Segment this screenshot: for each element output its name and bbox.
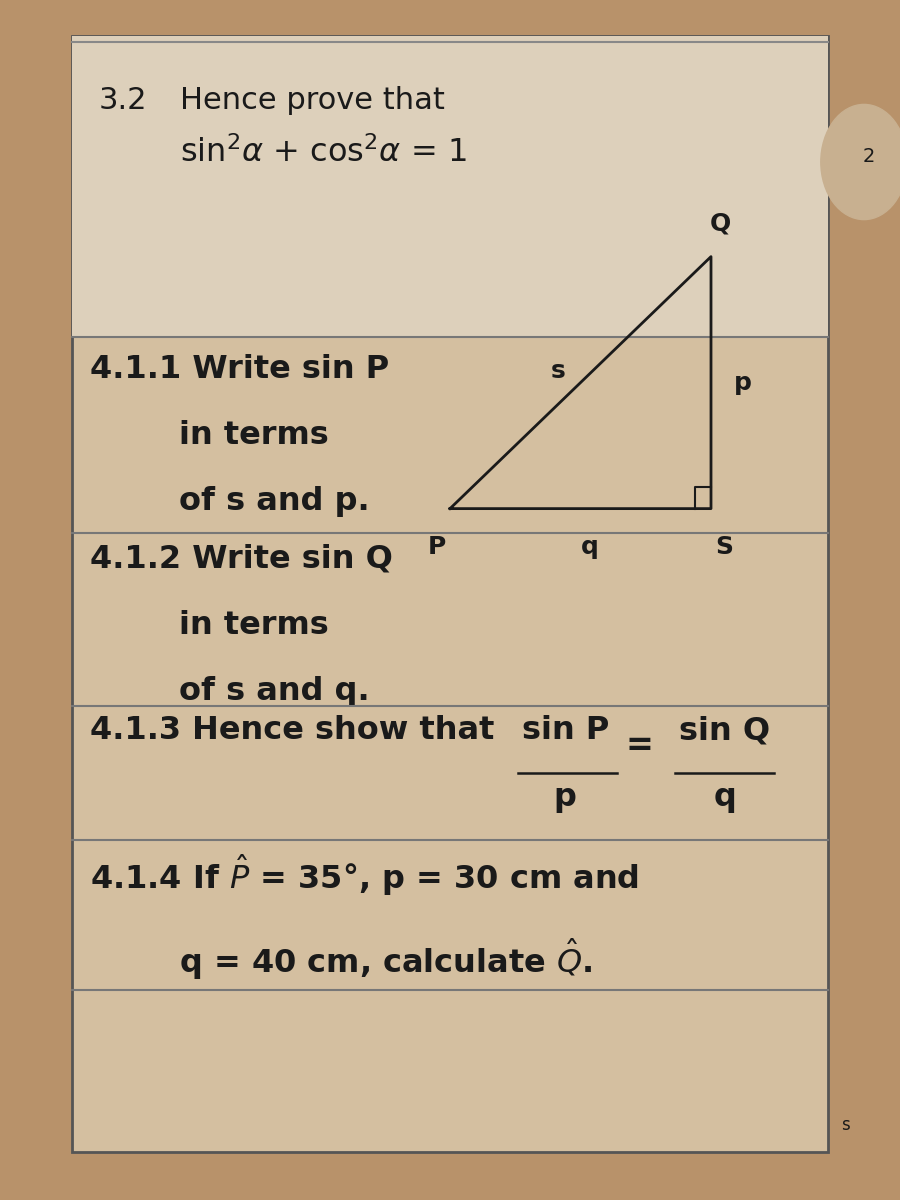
- Text: s: s: [842, 1116, 850, 1134]
- Text: q: q: [714, 782, 736, 814]
- Text: =: =: [626, 728, 653, 762]
- Text: 4.1.4 If $\hat{P}$ = 35°, p = 30 cm and: 4.1.4 If $\hat{P}$ = 35°, p = 30 cm and: [90, 852, 639, 898]
- Text: p: p: [734, 371, 752, 395]
- Text: 4.1.3 Hence show that: 4.1.3 Hence show that: [90, 715, 494, 746]
- Circle shape: [821, 104, 900, 220]
- Text: in terms: in terms: [90, 420, 328, 451]
- Text: S: S: [716, 535, 733, 559]
- Text: sin$^2$$\alpha$ + cos$^2$$\alpha$ = 1: sin$^2$$\alpha$ + cos$^2$$\alpha$ = 1: [180, 137, 466, 169]
- Text: p: p: [554, 782, 576, 814]
- Text: 4.1.1 Write sin P: 4.1.1 Write sin P: [90, 354, 389, 385]
- Bar: [72, 36, 828, 1152]
- Bar: [72, 36, 828, 337]
- Text: 4.1.2 Write sin Q: 4.1.2 Write sin Q: [90, 544, 393, 575]
- Text: of s and q.: of s and q.: [90, 676, 370, 707]
- Text: sin P: sin P: [522, 715, 609, 746]
- Text: 2: 2: [862, 146, 875, 166]
- Text: Hence prove that: Hence prove that: [180, 86, 445, 115]
- Text: q = 40 cm, calculate $\hat{Q}$.: q = 40 cm, calculate $\hat{Q}$.: [90, 936, 592, 982]
- Text: of s and p.: of s and p.: [90, 486, 370, 517]
- Text: P: P: [428, 535, 446, 559]
- Text: q: q: [580, 535, 598, 559]
- Text: 3.2: 3.2: [99, 86, 148, 115]
- Text: Q: Q: [709, 211, 731, 235]
- Text: sin Q: sin Q: [680, 715, 770, 746]
- Text: in terms: in terms: [90, 610, 328, 641]
- Text: s: s: [551, 359, 565, 383]
